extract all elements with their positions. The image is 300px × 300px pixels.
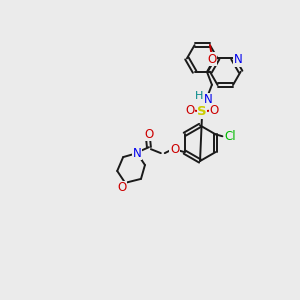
Text: O: O	[144, 128, 154, 141]
Text: N: N	[234, 53, 242, 66]
Text: O: O	[185, 104, 195, 117]
Text: S: S	[197, 105, 207, 118]
Text: N: N	[204, 93, 212, 106]
Text: O: O	[207, 52, 217, 65]
Text: Cl: Cl	[224, 130, 236, 143]
Text: O: O	[118, 181, 127, 194]
Text: O: O	[209, 104, 218, 117]
Text: H: H	[195, 91, 203, 101]
Text: N: N	[133, 147, 141, 160]
Text: O: O	[170, 143, 179, 156]
